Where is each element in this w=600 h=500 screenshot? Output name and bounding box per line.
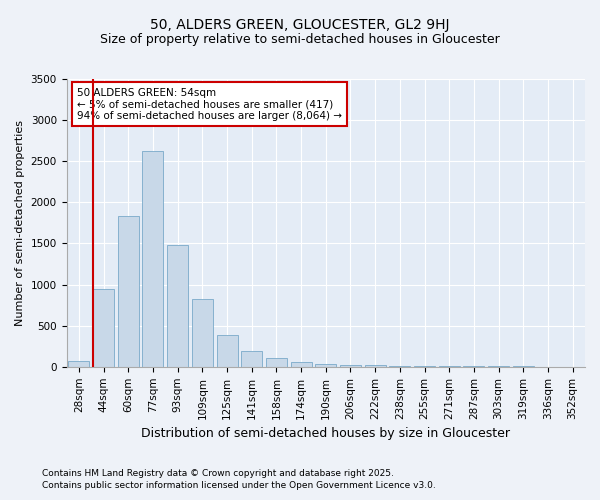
Bar (217, 335, 238, 367)
Text: 50, ALDERS GREEN, GLOUCESTER, GL2 9HJ: 50, ALDERS GREEN, GLOUCESTER, GL2 9HJ (150, 18, 450, 32)
Bar (118, 216, 139, 367)
Bar (315, 364, 336, 367)
Y-axis label: Number of semi-detached properties: Number of semi-detached properties (15, 120, 25, 326)
Bar (68, 360, 89, 367)
Text: 50 ALDERS GREEN: 54sqm
← 5% of semi-detached houses are smaller (417)
94% of sem: 50 ALDERS GREEN: 54sqm ← 5% of semi-deta… (77, 88, 342, 121)
Bar (142, 150, 163, 367)
Bar (241, 351, 262, 367)
Text: Size of property relative to semi-detached houses in Gloucester: Size of property relative to semi-detach… (100, 32, 500, 46)
Bar (266, 358, 287, 367)
Bar (365, 366, 386, 367)
Text: Contains HM Land Registry data © Crown copyright and database right 2025.: Contains HM Land Registry data © Crown c… (42, 468, 394, 477)
Bar (389, 366, 410, 367)
Bar (167, 245, 188, 367)
Bar (439, 366, 460, 367)
Bar (93, 288, 114, 367)
Bar (290, 362, 311, 367)
X-axis label: Distribution of semi-detached houses by size in Gloucester: Distribution of semi-detached houses by … (141, 427, 510, 440)
Bar (192, 300, 213, 367)
Text: Contains public sector information licensed under the Open Government Licence v3: Contains public sector information licen… (42, 481, 436, 490)
Bar (463, 366, 484, 367)
Bar (414, 366, 435, 367)
Bar (340, 365, 361, 367)
